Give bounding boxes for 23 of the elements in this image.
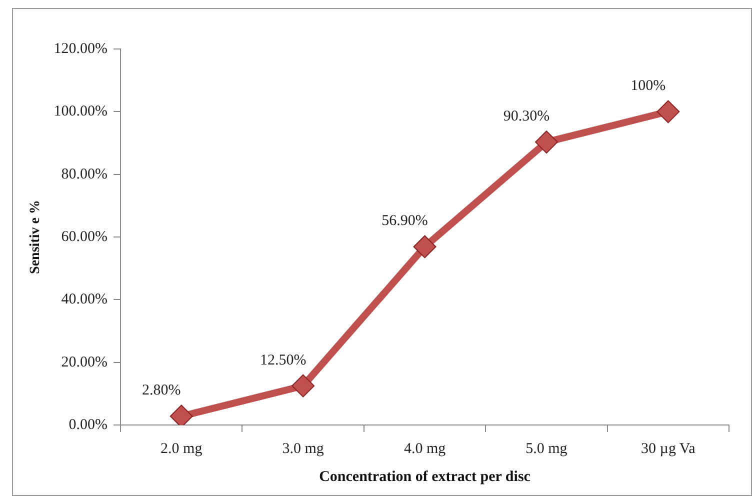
- y-tick-label: 40.00%: [61, 292, 108, 308]
- y-tick-label: 80.00%: [61, 166, 108, 182]
- x-tick-label: 3.0 mg: [282, 440, 324, 457]
- y-tick-label: 100.00%: [54, 104, 108, 120]
- y-axis-title: Sensitiv e %: [28, 200, 44, 274]
- point: [656, 100, 680, 124]
- point: [534, 130, 558, 154]
- x-tick-label: 4.0 mg: [404, 440, 446, 457]
- data-label: 100%: [630, 78, 666, 94]
- x-tick-label: 2.0 mg: [160, 440, 203, 457]
- y-tick-label: 0.00%: [68, 416, 108, 433]
- point: [292, 374, 315, 398]
- y-tick-label: 120.00%: [54, 40, 108, 57]
- data-label: 12.50%: [260, 352, 306, 368]
- y-tick-label: 60.00%: [61, 228, 108, 245]
- point: [413, 235, 436, 258]
- data-label: 2.80%: [142, 382, 181, 399]
- x-tick-label: 30 µg Va: [641, 440, 696, 457]
- data-label: 90.30%: [503, 108, 550, 124]
- data-label: 56.90%: [382, 213, 428, 230]
- x-axis-title: Concentration of extract per disc: [319, 468, 531, 485]
- x-tick-label: 5.0 mg: [526, 440, 568, 457]
- y-tick-label: 20.00%: [61, 354, 108, 370]
